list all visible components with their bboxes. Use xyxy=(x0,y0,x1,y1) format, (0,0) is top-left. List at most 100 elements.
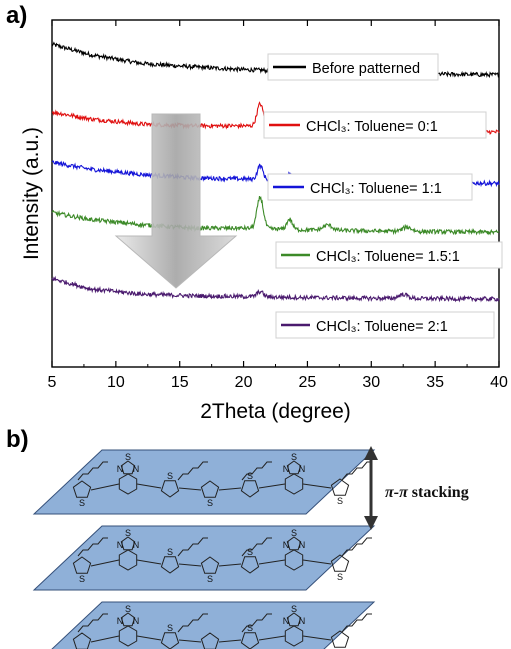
atom-label: N xyxy=(133,616,140,626)
pi-pi-stacking-label: π-π stacking xyxy=(385,484,469,502)
panel-label-b: b) xyxy=(6,426,29,453)
thiophene-ring xyxy=(200,556,220,574)
x-tick-label: 40 xyxy=(490,374,508,391)
atom-label: S xyxy=(125,452,131,462)
legend-item-2: CHCl₃: Toluene= 0:1 xyxy=(263,111,487,139)
atom-label: S xyxy=(167,623,173,633)
x-tick-label: 25 xyxy=(299,374,317,391)
alkyl-chain xyxy=(177,461,208,481)
x-axis-label: 2Theta (degree) xyxy=(200,400,351,423)
alkyl-chain xyxy=(77,537,108,557)
atom-label: S xyxy=(337,496,343,506)
x-tick-label: 30 xyxy=(362,374,380,391)
backbone-bond xyxy=(90,559,120,567)
atom-label: S xyxy=(291,528,297,538)
x-tick-label: 10 xyxy=(107,374,125,391)
atom-label: N xyxy=(299,464,306,474)
atom-label: S xyxy=(247,623,253,633)
thiophene-ring xyxy=(160,480,180,498)
backbone-bond xyxy=(302,483,332,489)
atom-label: S xyxy=(125,604,131,614)
legend-box xyxy=(275,311,495,339)
backbone-bond xyxy=(178,487,202,491)
panel-label-a: a) xyxy=(6,2,28,29)
thiophene-ring xyxy=(72,632,92,649)
pi-symbol-2: π xyxy=(399,484,408,501)
benzene-ring xyxy=(284,473,304,495)
backbone-bond xyxy=(136,483,162,489)
atom-label: S xyxy=(125,528,131,538)
atom-label: S xyxy=(207,498,213,508)
layer-plane xyxy=(32,449,376,515)
stacking-arrow-head-down xyxy=(364,516,378,530)
backbone-bond xyxy=(178,639,202,643)
atom-label: S xyxy=(167,471,173,481)
thiadiazole-ring xyxy=(286,460,302,475)
alkyl-chain xyxy=(241,461,272,481)
legend-label: Before patterned xyxy=(312,61,420,77)
atom-label: S xyxy=(291,452,297,462)
x-tick-label: 20 xyxy=(235,374,253,391)
thiophene-ring xyxy=(330,630,350,648)
backbone-bond xyxy=(258,483,286,489)
x-tick-label: 35 xyxy=(426,374,444,391)
backbone-bond xyxy=(302,635,332,641)
benzene-ring xyxy=(284,549,304,571)
legend-item-1: Before patterned xyxy=(267,53,439,81)
thiophene-ring xyxy=(330,478,350,496)
y-axis-label: Intensity (a.u.) xyxy=(20,127,43,260)
backbone-bond xyxy=(136,559,162,565)
alkyl-chain xyxy=(341,537,372,557)
backbone-bond xyxy=(258,559,286,565)
thiadiazole-ring xyxy=(120,612,136,627)
pi-dash: - xyxy=(393,484,400,501)
benzene-ring xyxy=(284,625,304,647)
atom-label: S xyxy=(247,547,253,557)
legend-box xyxy=(275,241,503,269)
xrd-chart: 5 10 15 20 25 30 35 40 2Theta (degree) Intensity … xyxy=(20,19,508,423)
legend-box xyxy=(267,53,439,81)
alkyl-chain xyxy=(77,613,108,633)
backbone-bond xyxy=(258,635,286,641)
atom-label: S xyxy=(291,604,297,614)
legend-item-5: CHCl₃: Toluene= 2:1 xyxy=(275,311,495,339)
atom-label: N xyxy=(283,616,290,626)
benzene-ring xyxy=(118,549,138,571)
thiophene-ring xyxy=(330,554,350,572)
alkyl-chain xyxy=(341,461,372,481)
alkyl-chain xyxy=(341,613,372,633)
atom-label: N xyxy=(299,540,306,550)
alkyl-chain xyxy=(177,613,208,633)
backbone-bond xyxy=(218,639,242,643)
legend-item-3: CHCl₃: Toluene= 1:1 xyxy=(267,173,473,201)
atom-label: N xyxy=(117,616,124,626)
down-arrow xyxy=(114,113,238,289)
atom-label: N xyxy=(117,464,124,474)
backbone-bond xyxy=(178,563,202,567)
atom-label: N xyxy=(133,540,140,550)
alkyl-chain xyxy=(241,537,272,557)
x-tick-label: 5 xyxy=(48,374,57,391)
thiadiazole-ring xyxy=(120,536,136,551)
benzene-ring xyxy=(118,473,138,495)
series-line-5 xyxy=(51,275,500,303)
thiadiazole-ring xyxy=(286,612,302,627)
stacking-arrow-head-up xyxy=(364,446,378,460)
stacking-arrow xyxy=(364,446,378,530)
thiophene-ring xyxy=(160,632,180,649)
thiophene-ring xyxy=(160,556,180,574)
stacking-diagram: SSSSSNNSNNSSSSSSNNSNNSSSSSSNNSNNS xyxy=(32,446,378,649)
alkyl-chain xyxy=(241,613,272,633)
thiophene-ring xyxy=(72,556,92,574)
layer-plane xyxy=(32,525,376,591)
backbone-bond xyxy=(90,483,120,491)
alkyl-chain xyxy=(177,537,208,557)
legend-box xyxy=(263,111,487,139)
backbone-bond xyxy=(218,487,242,491)
atom-label: N xyxy=(283,540,290,550)
thiophene-ring xyxy=(240,480,260,498)
